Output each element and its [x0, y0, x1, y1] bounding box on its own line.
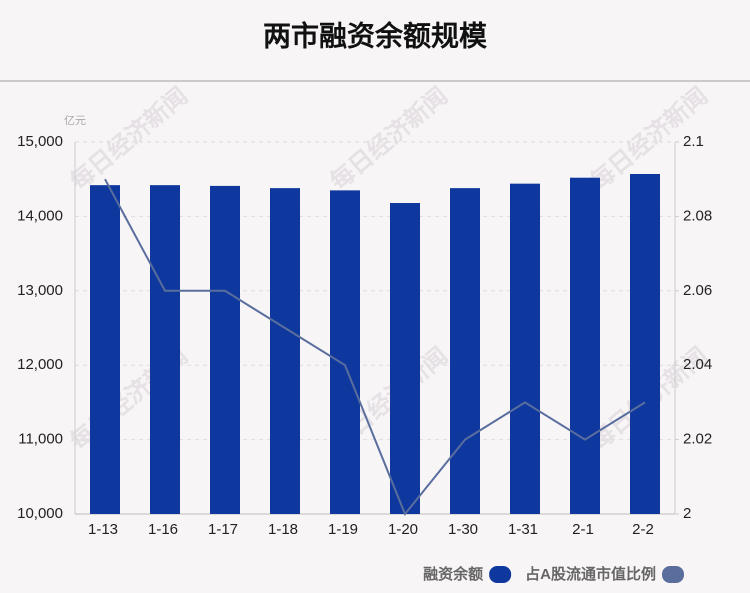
line-series	[104, 178, 646, 516]
y2-tick-label: 2.08	[683, 207, 712, 224]
legend-label: 融资余额	[423, 565, 483, 583]
bar	[210, 185, 240, 514]
x-tick-label: 2-2	[632, 521, 654, 538]
bar	[330, 190, 360, 515]
bar	[150, 185, 180, 515]
x-tick-label: 1-31	[508, 521, 538, 538]
legend-swatch	[489, 566, 512, 583]
y-tick-label: 14,000	[17, 207, 63, 224]
bar	[510, 183, 540, 514]
bar	[630, 173, 660, 514]
x-tick-label: 1-17	[208, 521, 238, 538]
y2-tick-label: 2.06	[683, 282, 712, 299]
x-tick-label: 1-13	[88, 521, 118, 538]
bar	[270, 188, 300, 515]
x-tick-label: 1-19	[328, 521, 358, 538]
y-tick-label: 10,000	[17, 505, 63, 522]
bar	[390, 203, 420, 514]
y-tick-label: 11,000	[18, 431, 63, 448]
y-tick-label: 12,000	[17, 356, 63, 373]
y2-tick-label: 2.04	[683, 356, 712, 373]
y2-tick-label: 2	[683, 505, 691, 522]
x-tick-label: 1-16	[148, 521, 178, 538]
legend-swatch	[662, 566, 684, 583]
y-tick-label: 15,000	[17, 133, 63, 150]
bar	[450, 188, 480, 515]
unit-label: 亿元	[64, 114, 86, 127]
bar	[90, 185, 120, 515]
x-tick-label: 2-1	[572, 521, 594, 538]
legend-label: 占A股流通市值比例	[525, 565, 656, 583]
bar	[570, 177, 600, 514]
y-tick-label: 13,000	[17, 282, 63, 299]
x-tick-label: 1-20	[388, 521, 418, 538]
x-tick-label: 1-30	[448, 521, 478, 538]
y2-tick-label: 2.1	[683, 133, 704, 150]
x-tick-label: 1-18	[268, 521, 298, 538]
y2-tick-label: 2.02	[683, 431, 712, 448]
chart-title: 两市融资余额规模	[263, 19, 488, 51]
